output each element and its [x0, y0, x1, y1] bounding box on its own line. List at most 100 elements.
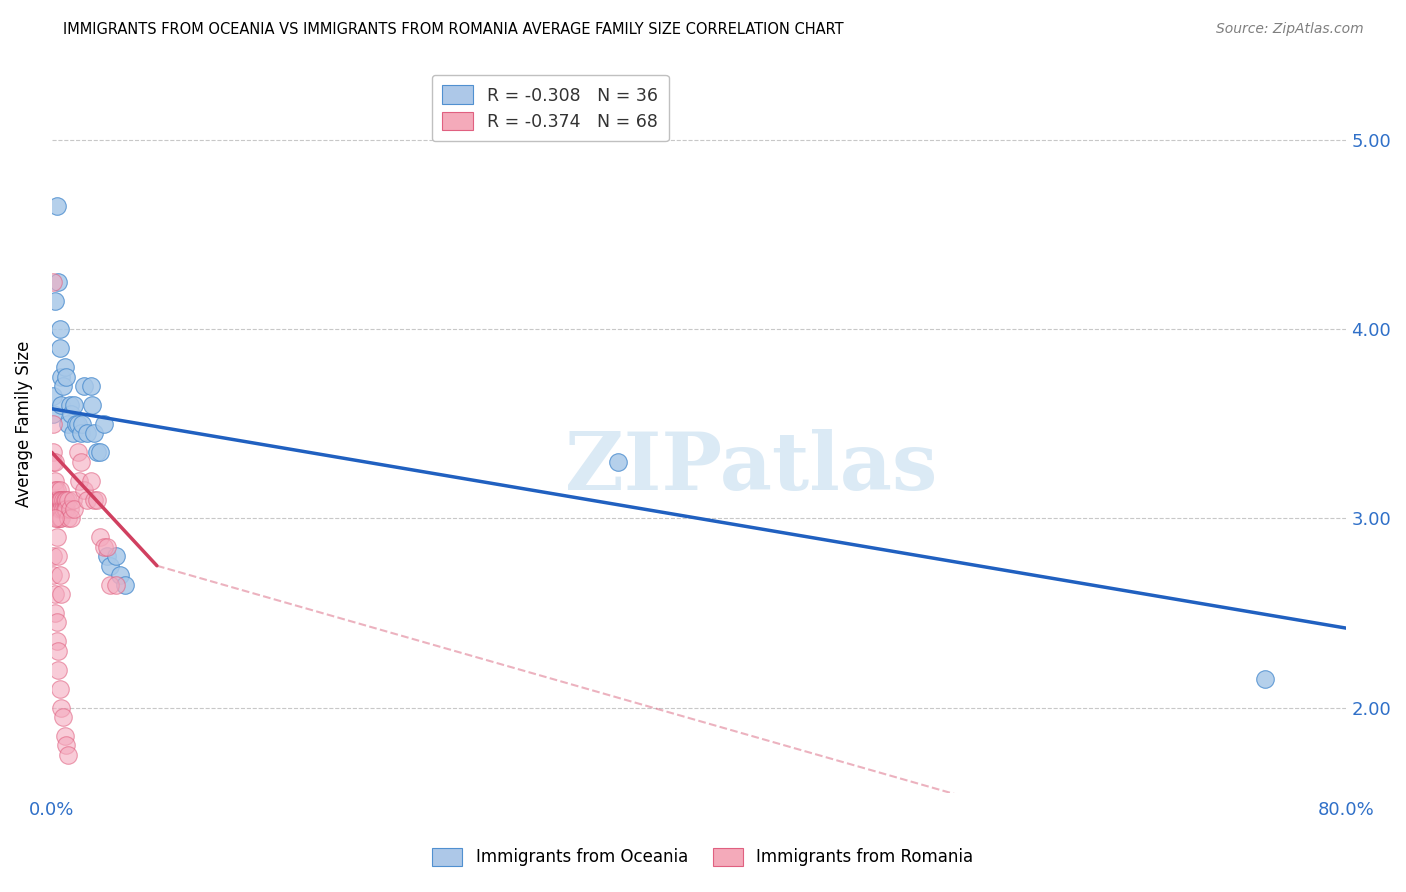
Point [607, 455, 630, 469]
Point [83, 492, 105, 507]
Point [83, 426, 105, 441]
Text: ZIPatlas: ZIPatlas [565, 429, 936, 508]
Point [44, 483, 66, 497]
Point [46, 644, 69, 658]
Point [46, 549, 69, 564]
Point [79, 474, 101, 488]
Point [49, 492, 72, 507]
Point [93, 417, 115, 431]
Point [42, 445, 65, 459]
Point [44, 606, 66, 620]
Point [45, 492, 67, 507]
Point [55, 739, 77, 753]
Point [42, 417, 65, 431]
Point [86, 445, 108, 459]
Point [58, 502, 80, 516]
Point [51, 398, 73, 412]
Point [42, 568, 65, 582]
Point [51, 369, 73, 384]
Point [105, 577, 128, 591]
Point [42, 388, 65, 402]
Point [96, 549, 118, 564]
Point [55, 492, 77, 507]
Point [65, 417, 87, 431]
Point [53, 502, 76, 516]
Legend: R = -0.308   N = 36, R = -0.374   N = 68: R = -0.308 N = 36, R = -0.374 N = 68 [432, 75, 669, 141]
Point [63, 502, 86, 516]
Point [42, 549, 65, 564]
Point [45, 483, 67, 497]
Point [52, 379, 75, 393]
Point [52, 710, 75, 724]
Point [51, 511, 73, 525]
Point [66, 445, 89, 459]
Point [114, 577, 136, 591]
Point [86, 492, 108, 507]
Point [76, 426, 98, 441]
Point [55, 502, 77, 516]
Point [44, 511, 66, 525]
Point [52, 502, 75, 516]
Point [46, 275, 69, 289]
Point [73, 483, 96, 497]
Point [56, 747, 79, 762]
Point [89, 445, 111, 459]
Point [70, 426, 93, 441]
Point [46, 492, 69, 507]
Point [56, 417, 79, 431]
Point [45, 530, 67, 544]
Point [52, 492, 75, 507]
Point [42, 408, 65, 422]
Point [98, 558, 121, 573]
Point [82, 398, 104, 412]
Point [66, 417, 89, 431]
Point [73, 379, 96, 393]
Point [45, 634, 67, 648]
Point [49, 681, 72, 696]
Point [67, 474, 90, 488]
Point [49, 511, 72, 525]
Point [46, 511, 69, 525]
Point [70, 455, 93, 469]
Point [53, 492, 76, 507]
Point [51, 587, 73, 601]
Point [45, 615, 67, 630]
Point [42, 275, 65, 289]
Point [98, 577, 121, 591]
Point [60, 511, 83, 525]
Point [51, 502, 73, 516]
Point [45, 199, 67, 213]
Point [49, 322, 72, 336]
Point [45, 502, 67, 516]
Point [53, 360, 76, 375]
Point [49, 341, 72, 355]
Point [46, 663, 69, 677]
Point [60, 408, 83, 422]
Legend: Immigrants from Oceania, Immigrants from Romania: Immigrants from Oceania, Immigrants from… [426, 841, 980, 873]
Point [51, 700, 73, 714]
Point [46, 502, 69, 516]
Point [96, 540, 118, 554]
Y-axis label: Average Family Size: Average Family Size [15, 341, 32, 507]
Point [56, 492, 79, 507]
Point [79, 379, 101, 393]
Point [58, 398, 80, 412]
Point [93, 540, 115, 554]
Point [62, 426, 84, 441]
Point [49, 502, 72, 516]
Point [45, 511, 67, 525]
Point [44, 587, 66, 601]
Point [44, 492, 66, 507]
Point [51, 492, 73, 507]
Point [53, 729, 76, 743]
Point [49, 492, 72, 507]
Point [44, 474, 66, 488]
Point [62, 492, 84, 507]
Point [108, 568, 131, 582]
Text: IMMIGRANTS FROM OCEANIA VS IMMIGRANTS FROM ROMANIA AVERAGE FAMILY SIZE CORRELATI: IMMIGRANTS FROM OCEANIA VS IMMIGRANTS FR… [63, 22, 844, 37]
Point [49, 483, 72, 497]
Point [55, 369, 77, 384]
Point [42, 455, 65, 469]
Point [72, 417, 94, 431]
Point [44, 293, 66, 308]
